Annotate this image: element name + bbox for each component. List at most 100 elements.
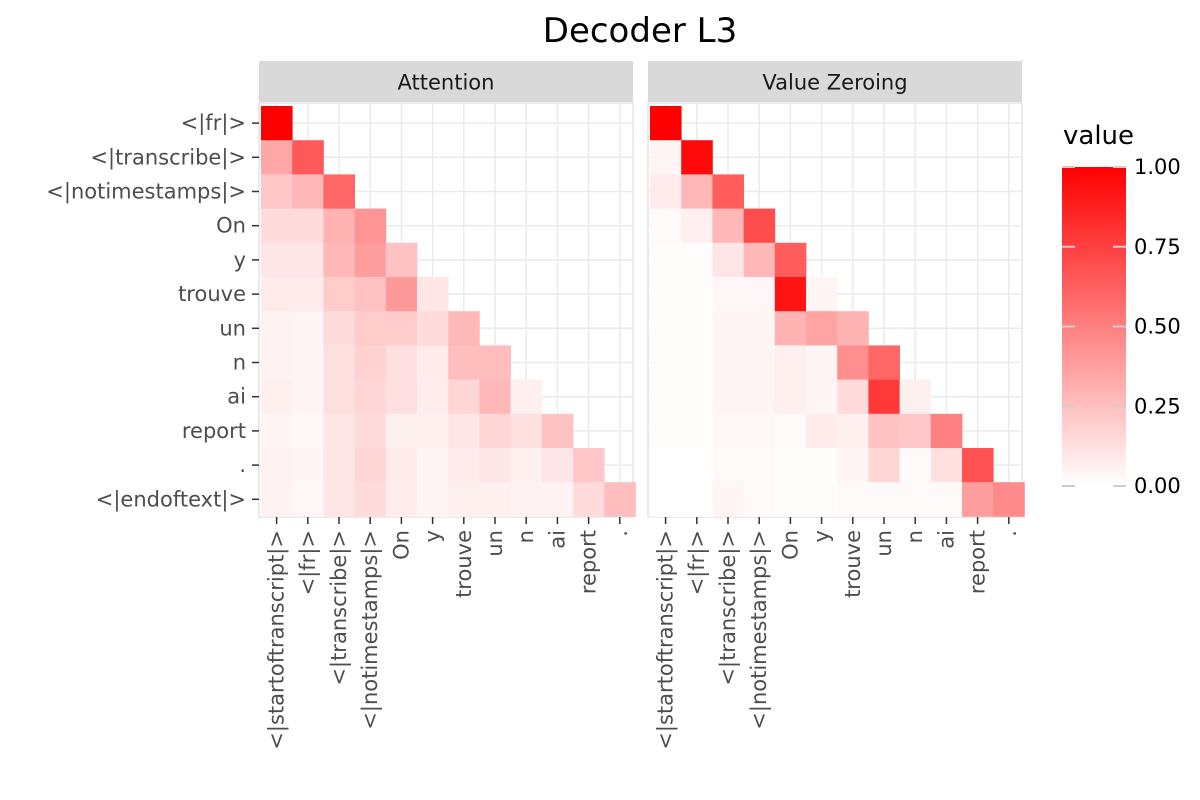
heatmap-cell: ai / trouve: 0.14 [837, 379, 869, 415]
x-tick-label: un [483, 530, 507, 557]
heatmap-cell: . / y: 0.04 [417, 448, 449, 483]
y-tick-label: . [239, 453, 246, 477]
heatmap-cell: un / y: 0.36 [806, 311, 838, 346]
heatmap-cell: ai / un: 0.28 [479, 379, 511, 415]
heatmap-cell: <|endoftext|> / <|notimestamps|>: 0.14 [354, 482, 387, 517]
heatmap-cell: <|notimestamps|> / <|transcribe|>: 0.64 [712, 174, 744, 209]
y-tick-label: trouve [178, 282, 246, 306]
heatmap-cell: trouve / On: 0.92 [774, 277, 807, 312]
panel-value-zeroing: Value Zeroing <|fr|> / <|startoftranscrip… [647, 61, 1025, 750]
heatmap-cell: un / <|startoftranscript|>: 0.01 [650, 311, 682, 346]
heatmap-cell: ai / On: 0.12 [385, 379, 418, 415]
heatmap-cell: . / trouve: 0.04 [837, 448, 869, 483]
heatmap-cell: <|endoftext|> / .: 0.26 [604, 482, 636, 517]
x-tick-label: <|startoftranscript|> [265, 530, 290, 750]
heatmap-cell: <|endoftext|> / y: 0.04 [417, 482, 449, 517]
heatmap-cell: trouve / y: 0.04 [806, 277, 838, 312]
heatmap-cell: n / <|notimestamps|>: 0.04 [743, 345, 776, 380]
heatmap-cell: y / <|fr|>: 0.01 [681, 242, 713, 278]
heatmap-cell: un / y: 0.14 [417, 311, 449, 346]
y-tick-label: ai [227, 385, 246, 409]
heatmap-cell: <|endoftext|> / <|notimestamps|>: 0.02 [743, 482, 776, 517]
legend-tick-label: 0.25 [1134, 394, 1181, 418]
heatmap-cell: n / <|notimestamps|>: 0.18 [354, 345, 387, 380]
heatmap-cell: report / trouve: 0.1 [448, 413, 480, 449]
heatmap-cell: . / ai: 0.1 [541, 448, 574, 483]
y-tick-label: report [182, 419, 246, 443]
heatmap-cell: . / un: 0.16 [868, 448, 900, 483]
x-tick-label: y [421, 530, 445, 542]
heatmap-cell: report / trouve: 0.06 [837, 413, 869, 449]
heatmap-cell: trouve / <|notimestamps|>: 0.24 [354, 277, 387, 312]
heatmap-cell: report / un: 0.24 [868, 413, 900, 449]
heatmap-cell: <|endoftext|> / <|transcribe|>: 0.1 [323, 482, 355, 517]
heatmap-cell: On / <|notimestamps|>: 0.42 [354, 208, 387, 244]
heatmap-cell: . / un: 0.1 [479, 448, 511, 483]
x-tick-label: <|startoftranscript|> [654, 530, 679, 750]
heatmap-cell: On / <|transcribe|>: 0.3 [323, 208, 355, 244]
heatmap-cell: trouve / y: 0.1 [417, 277, 449, 312]
heatmap-cell: ai / trouve: 0.16 [448, 379, 480, 415]
heatmap-cell: <|transcribe|> / <|fr|>: 0.96 [681, 140, 713, 175]
heatmap-cell: report / <|notimestamps|>: 0.03 [743, 413, 776, 449]
heatmap-cell: <|endoftext|> / ai: 0.05 [541, 482, 574, 517]
heatmap-cell: . / n: 0.02 [899, 448, 932, 483]
heatmap-cell: <|endoftext|> / <|fr|>: 0 [681, 482, 713, 517]
heatmap-cell: n / <|fr|>: 0.04 [292, 345, 324, 380]
heatmap-cell: . / <|notimestamps|>: 0.02 [743, 448, 776, 483]
heatmap-cell: <|notimestamps|> / <|transcribe|>: 0.6 [323, 174, 355, 209]
heatmap-cell: trouve / <|fr|>: 0.01 [681, 277, 713, 312]
heatmap-cells: <|fr|> / <|startoftranscript|>: 1<|trans… [261, 106, 636, 517]
y-tick-label: <|transcribe|> [90, 145, 246, 170]
heatmap-cell: un / <|startoftranscript|>: 0.05 [261, 311, 293, 346]
heatmap-cell: trouve / <|notimestamps|>: 0.03 [743, 277, 776, 312]
heatmap-cell: On / <|startoftranscript|>: 0.02 [650, 208, 682, 244]
x-axis: <|startoftranscript|> <|fr|> <|transcribe|… [654, 517, 1021, 750]
heatmap-cell: <|endoftext|> / ai: 0.02 [930, 482, 963, 517]
heatmap-cell: n / <|transcribe|>: 0.04 [712, 345, 744, 380]
heatmap-cell: trouve / <|startoftranscript|>: 0.08 [261, 277, 293, 312]
heatmap-cell: . / y: 0.01 [806, 448, 838, 483]
heatmap-cell: report / y: 0.08 [806, 413, 838, 449]
heatmap-cell: trouve / <|transcribe|>: 0.2 [323, 277, 355, 312]
heatmap-cell: . / n: 0.06 [510, 448, 543, 483]
heatmap-cell: report / <|startoftranscript|>: 0.04 [261, 413, 293, 449]
heatmap-cell: . / <|startoftranscript|>: 0 [650, 448, 682, 483]
heatmap-cell: un / <|notimestamps|>: 0.04 [743, 311, 776, 346]
x-tick-label: <|notimestamps|> [358, 530, 383, 730]
x-tick-label: un [872, 530, 896, 557]
heatmap-cell: y / <|fr|>: 0.1 [292, 242, 324, 278]
heatmap-cell: report / On: 0.06 [385, 413, 418, 449]
heatmap-cell: ai / <|transcribe|>: 0.12 [323, 379, 355, 415]
heatmap-cell: <|notimestamps|> / <|fr|>: 0.28 [292, 174, 324, 209]
y-tick-label: un [219, 316, 246, 340]
heatmap-cell: n / <|transcribe|>: 0.12 [323, 345, 355, 380]
heatmap-cell: . / <|startoftranscript|>: 0.05 [261, 448, 293, 483]
heatmap-cell: report / un: 0.16 [479, 413, 511, 449]
heatmap-cell: y / <|notimestamps|>: 0.38 [354, 242, 387, 278]
heatmap-cell: un / <|fr|>: 0.04 [292, 311, 324, 346]
heatmap-cell: report / y: 0.06 [417, 413, 449, 449]
heatmap-cell: <|endoftext|> / trouve: 0.06 [448, 482, 480, 517]
heatmap-cell: ai / <|notimestamps|>: 0.16 [354, 379, 387, 415]
x-tick-label: report [966, 530, 990, 594]
y-tick-label: On [216, 214, 246, 238]
heatmap-cell: un / <|notimestamps|>: 0.2 [354, 311, 387, 346]
x-tick-label: ai [545, 530, 569, 549]
panel-attention: Attention <|fr|> / <|startoftranscript|>:… [46, 61, 636, 750]
x-tick-label: n [514, 530, 538, 543]
x-axis: <|startoftranscript|> <|fr|> <|transcribe|… [265, 517, 632, 750]
legend-tick-label: 0.50 [1134, 315, 1181, 339]
chart-title: Decoder L3 [543, 11, 737, 51]
heatmap-cell: <|endoftext|> / n: 0.02 [899, 482, 932, 517]
heatmap-cell: ai / <|notimestamps|>: 0.04 [743, 379, 776, 415]
heatmap-cell: ai / y: 0.04 [806, 379, 838, 415]
heatmap-cell: un / trouve: 0.28 [448, 311, 480, 346]
heatmap-cell: un / trouve: 0.3 [837, 311, 869, 346]
legend-title: value [1063, 121, 1134, 151]
heatmap-cell: ai / <|startoftranscript|>: 0.01 [650, 379, 682, 415]
heatmap-cell: y / On: 0.64 [774, 242, 807, 278]
facet-strip-label: Attention [398, 71, 495, 95]
x-tick-label: trouve [452, 530, 476, 598]
